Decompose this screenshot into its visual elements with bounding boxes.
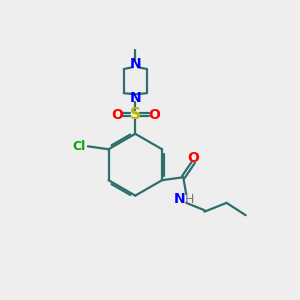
Text: O: O: [148, 108, 160, 122]
Text: H: H: [184, 193, 194, 206]
Text: Cl: Cl: [72, 140, 86, 153]
Text: O: O: [188, 151, 200, 164]
Text: N: N: [130, 92, 141, 106]
Text: S: S: [130, 107, 141, 122]
Text: N: N: [130, 57, 141, 71]
Text: N: N: [174, 192, 185, 206]
Text: O: O: [111, 108, 123, 122]
